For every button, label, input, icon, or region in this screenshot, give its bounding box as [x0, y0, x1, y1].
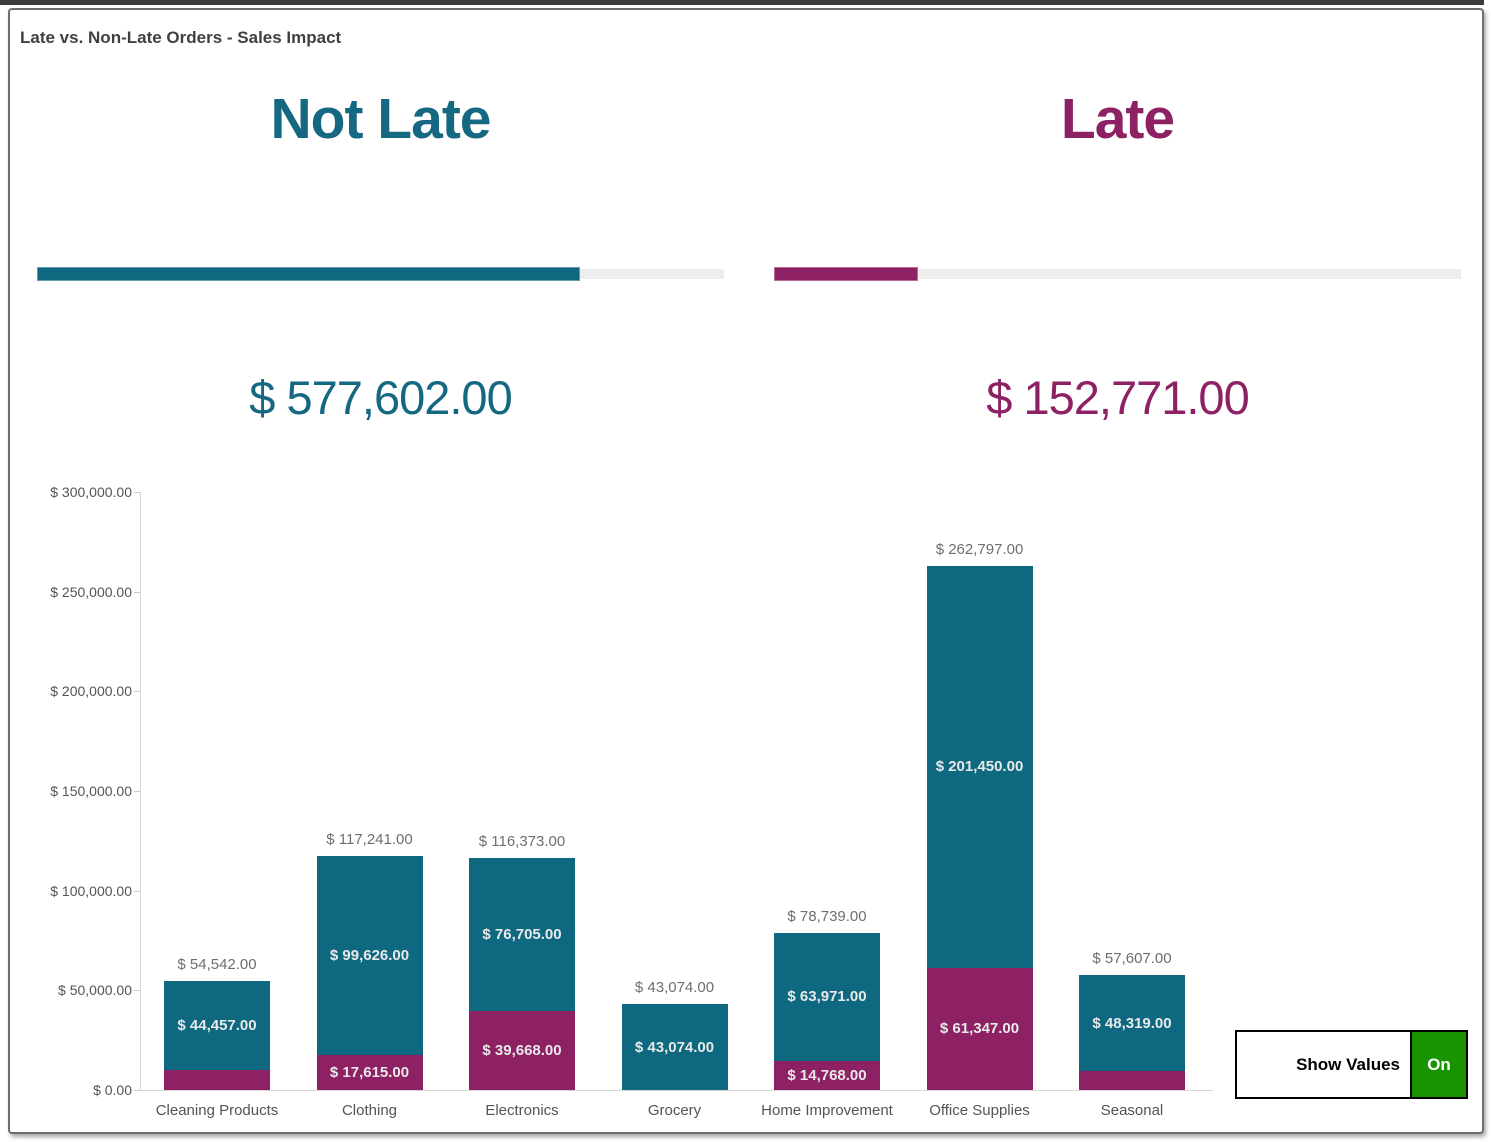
bar-segment-late[interactable] [1079, 1071, 1185, 1090]
y-axis-tick-label: $ 300,000.00 [50, 484, 132, 500]
x-axis-category-label: Office Supplies [929, 1102, 1030, 1119]
bar-total-label: $ 43,074.00 [634, 979, 715, 997]
bar-segment-late[interactable]: $ 39,668.00 [469, 1010, 575, 1090]
bar-segment-late[interactable] [164, 1069, 270, 1090]
y-axis-tick-mark [134, 990, 140, 992]
progress-fill-not-late [37, 267, 581, 281]
x-axis-category-label: Clothing [341, 1102, 398, 1119]
kpi-late-value: $ 152,771.00 [986, 371, 1249, 424]
bar-segment-not-late[interactable]: $ 201,450.00 [926, 566, 1033, 968]
kpi-not-late-title: Not Late [270, 87, 492, 151]
bar-segment-not-late[interactable]: $ 99,626.00 [316, 856, 423, 1055]
progress-track [774, 269, 1461, 279]
bar-segment-late[interactable]: $ 61,347.00 [926, 967, 1033, 1090]
segment-value-label: $ 43,074.00 [634, 1038, 715, 1056]
x-axis-category-label: Home Improvement [761, 1102, 893, 1119]
y-axis-tick-label: $ 200,000.00 [50, 683, 132, 700]
bar-segment-not-late[interactable]: $ 43,074.00 [621, 1004, 728, 1090]
bar-total-label: $ 57,607.00 [1092, 950, 1172, 968]
bar-total-label: $ 262,797.00 [935, 541, 1024, 559]
y-axis-tick-label: $ 50,000.00 [58, 982, 132, 999]
bar-segment-late[interactable]: $ 14,768.00 [774, 1060, 880, 1090]
dashboard-panel: Late vs. Non-Late Orders - Sales Impact … [8, 8, 1484, 1134]
bar-segment-not-late[interactable]: $ 76,705.00 [469, 858, 575, 1011]
browser-chrome-edge [0, 0, 1484, 5]
bar-total-label: $ 117,241.00 [326, 831, 413, 849]
x-axis-category-label: Grocery [647, 1102, 702, 1119]
show-values-label[interactable]: Show Values [1296, 1054, 1400, 1074]
segment-value-label: $ 61,347.00 [939, 1020, 1020, 1038]
kpi-late: Late $ 152,771.00 [774, 70, 1461, 450]
kpi-not-late-value: $ 577,602.00 [249, 371, 512, 424]
kpi-not-late: Not Late $ 577,602.00 [37, 70, 724, 450]
bar-segment-not-late[interactable]: $ 44,457.00 [164, 981, 270, 1070]
y-axis-tick-mark [134, 1090, 140, 1091]
kpi-late-title: Late [1060, 87, 1175, 151]
x-axis-category-label: Seasonal [1100, 1102, 1164, 1119]
bar-segment-late[interactable]: $ 17,615.00 [316, 1054, 423, 1090]
bar-total-label: $ 54,542.00 [177, 956, 257, 974]
y-axis-line [140, 492, 141, 1091]
segment-value-label: $ 14,768.00 [787, 1066, 867, 1084]
progress-fill-late [774, 267, 918, 281]
toggle-on-indicator[interactable]: On [1410, 1032, 1466, 1097]
y-axis-tick-label: $ 250,000.00 [50, 583, 132, 600]
stacked-bar-chart: $ 0.00 $ 50,000.00 $ 100,000.00 $ 150,000.0… [10, 10, 1482, 1132]
y-axis-tick-mark [134, 791, 140, 792]
segment-value-label: $ 63,971.00 [787, 988, 867, 1006]
segment-value-label: $ 76,705.00 [482, 925, 562, 943]
show-values-toggle-button[interactable]: Show Values On [1235, 1030, 1468, 1099]
segment-value-label: $ 44,457.00 [177, 1017, 257, 1035]
y-axis-tick-label: $ 100,000.00 [50, 882, 132, 899]
segment-value-label: $ 48,319.00 [1092, 1014, 1172, 1032]
x-axis-category-label: Electronics [485, 1102, 559, 1119]
kpi-late-progress-bar [774, 267, 1461, 281]
segment-value-label: $ 99,626.00 [329, 947, 410, 965]
bar-segment-not-late[interactable]: $ 63,971.00 [774, 933, 880, 1061]
bar-total-label: $ 78,739.00 [787, 908, 867, 926]
segment-value-label: $ 17,615.00 [329, 1063, 410, 1081]
bar-total-label: $ 116,373.00 [478, 833, 566, 851]
sheet-title: Late vs. Non-Late Orders - Sales Impact [20, 28, 342, 47]
y-axis-tick-mark [134, 591, 140, 593]
y-axis-tick-mark [134, 691, 140, 693]
kpi-not-late-progress-bar [37, 267, 724, 281]
y-axis-tick-label: $ 150,000.00 [50, 783, 132, 799]
bar-segment-not-late[interactable]: $ 48,319.00 [1079, 975, 1185, 1072]
segment-value-label: $ 201,450.00 [935, 758, 1024, 776]
y-axis-tick-mark [134, 492, 140, 493]
y-axis-tick-mark [134, 890, 140, 892]
y-axis-tick-label: $ 0.00 [93, 1082, 132, 1098]
x-axis-category-label: Cleaning Products [155, 1102, 279, 1119]
segment-value-label: $ 39,668.00 [482, 1041, 562, 1059]
x-axis-line [140, 1090, 1213, 1091]
